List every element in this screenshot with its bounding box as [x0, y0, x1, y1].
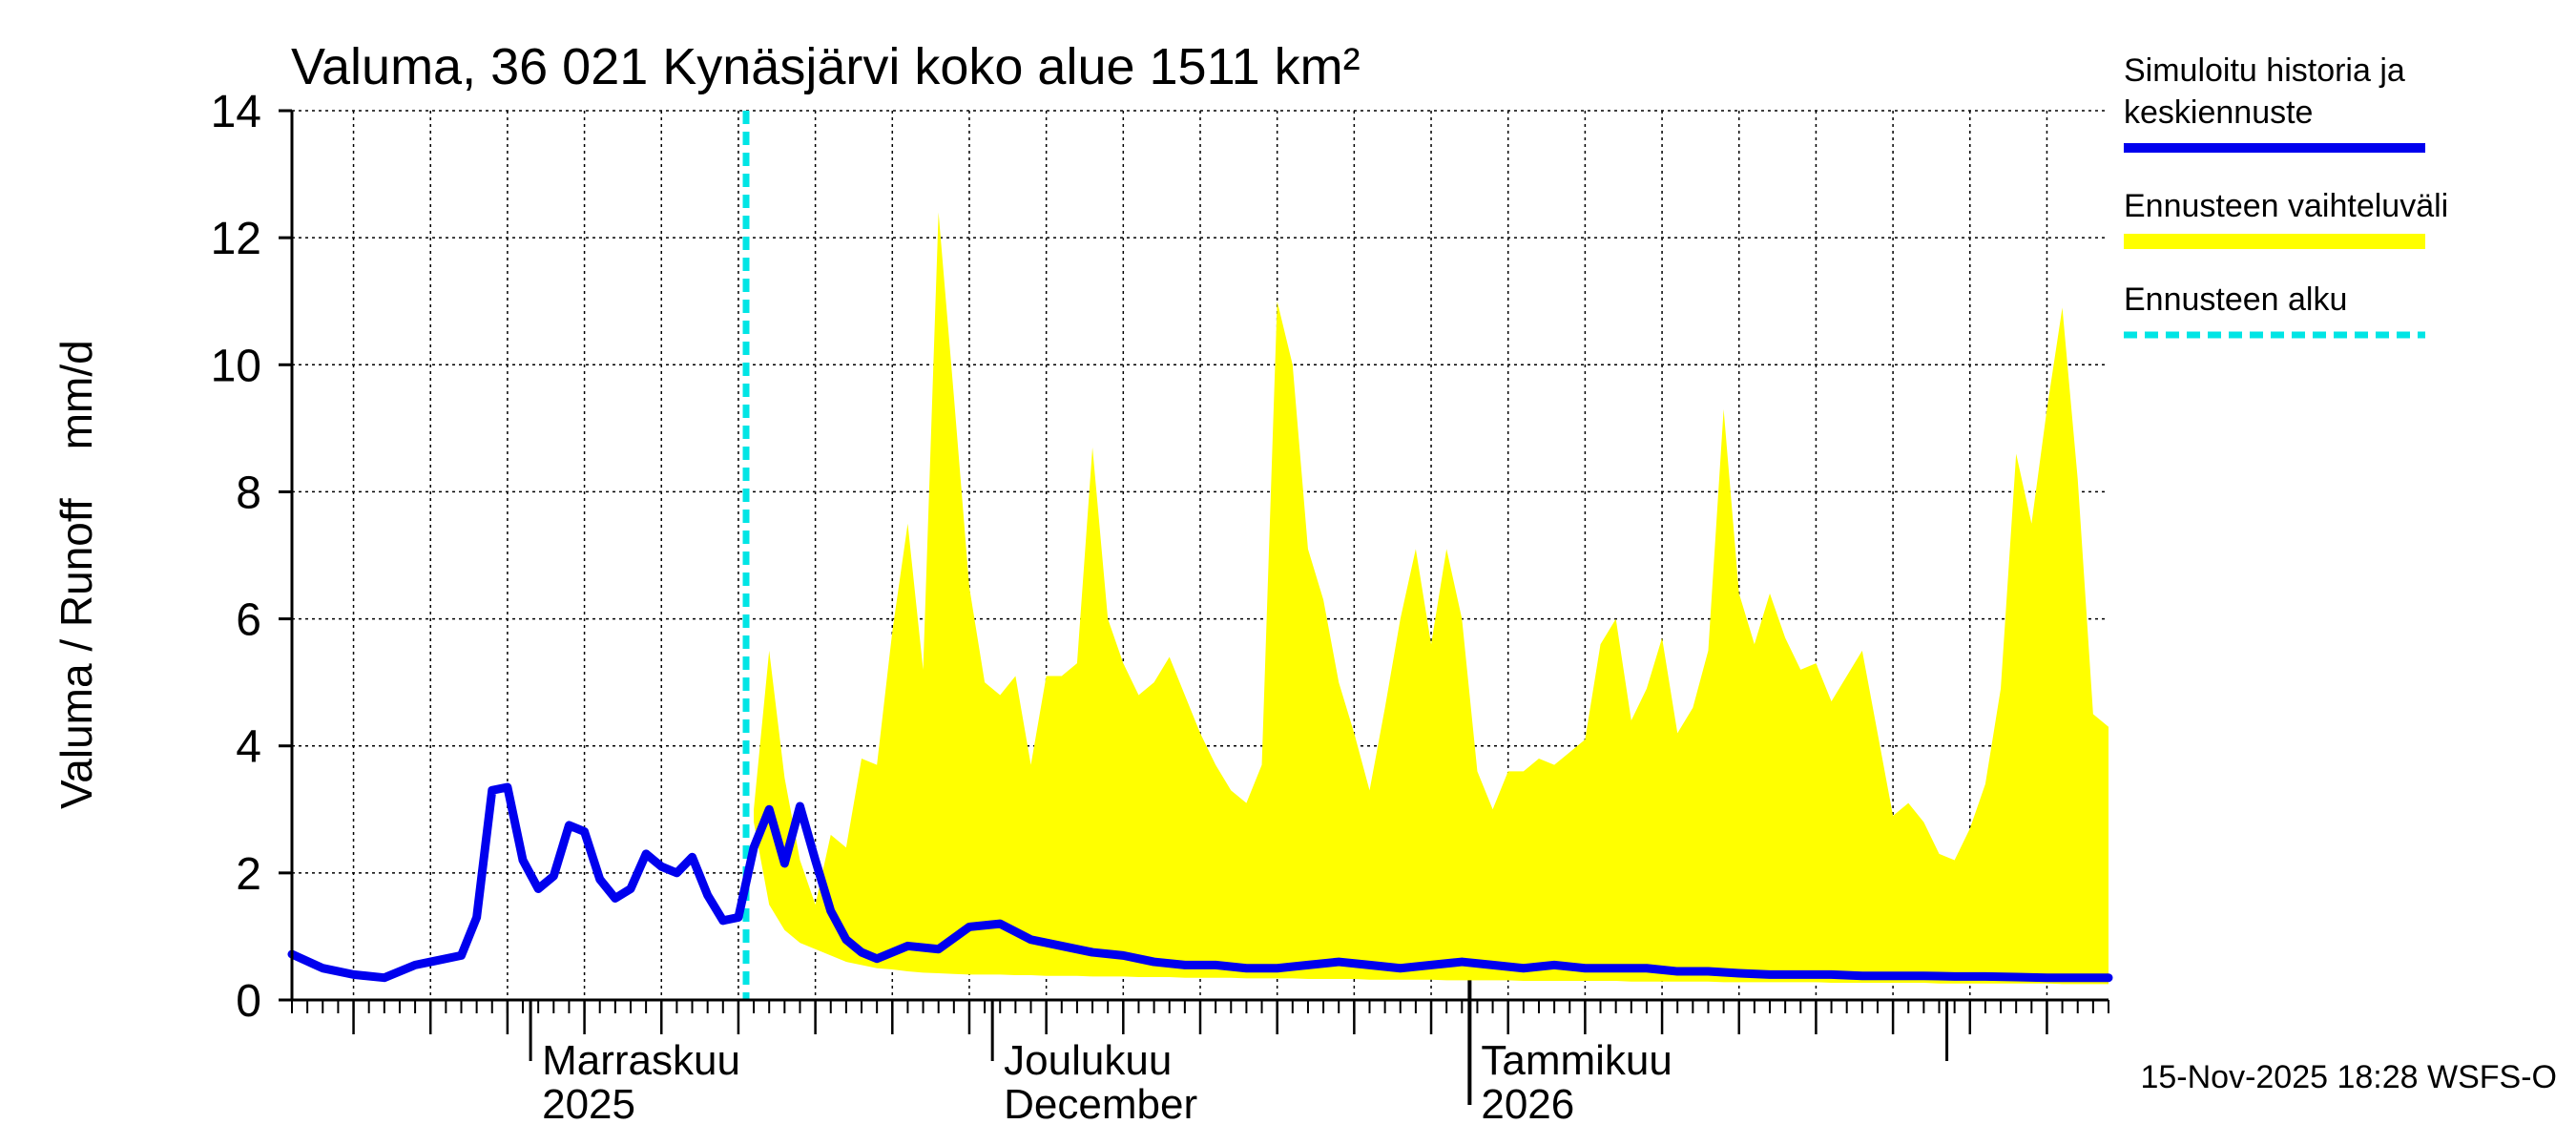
forecast-range-band: [754, 212, 2109, 985]
y-tick-label: 14: [211, 87, 261, 137]
chart-title: Valuma, 36 021 Kynäsjärvi koko alue 1511…: [291, 38, 1361, 95]
x-month-label: Joulukuu: [1004, 1037, 1172, 1084]
legend-label: Ennusteen vaihteluväli: [2124, 188, 2448, 224]
y-tick-label: 6: [236, 595, 261, 646]
y-tick-label: 0: [236, 976, 261, 1027]
x-month-label: Marraskuu: [542, 1037, 740, 1084]
y-tick-label: 8: [236, 468, 261, 518]
x-month-sublabel: 2026: [1481, 1081, 1574, 1128]
y-tick-label: 12: [211, 214, 261, 264]
x-month-label: Tammikuu: [1481, 1037, 1672, 1084]
footer-timestamp: 15-Nov-2025 18:28 WSFS-O: [2140, 1059, 2557, 1095]
y-axis-label: Valuma / Runoff mm/d: [52, 340, 101, 809]
legend-label: Simuloitu historia ja: [2124, 52, 2405, 89]
legend: Simuloitu historia ja keskiennuste Ennuste…: [2124, 52, 2448, 339]
y-tick-label: 2: [236, 849, 261, 900]
x-month-sublabel: December: [1004, 1081, 1197, 1128]
legend-label: keskiennuste: [2124, 94, 2313, 131]
legend-label: Ennusteen alku: [2124, 281, 2347, 318]
y-tick-label: 10: [211, 341, 261, 391]
y-tick-label: 4: [236, 722, 261, 773]
x-month-sublabel: 2025: [542, 1081, 635, 1128]
simulated-runoff-line: [287, 782, 2113, 983]
